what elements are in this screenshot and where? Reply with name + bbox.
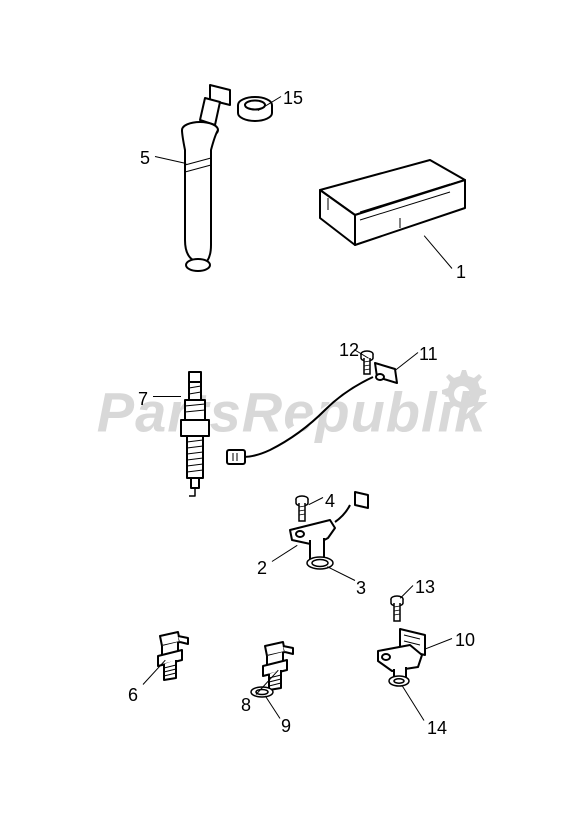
callout-6: 6: [128, 685, 138, 706]
cam-sensor-cable-icon: [225, 355, 405, 475]
ignition-coil-icon: [155, 80, 235, 280]
leader-13: [400, 585, 414, 599]
crank-oring-icon: [305, 555, 335, 573]
map-oring-icon: [388, 675, 410, 689]
callout-8: 8: [241, 695, 251, 716]
callout-9: 9: [281, 716, 291, 737]
callout-2: 2: [257, 558, 267, 579]
spark-plug-icon: [175, 370, 215, 500]
callout-7: 7: [138, 389, 148, 410]
callout-13: 13: [415, 577, 435, 598]
callout-4: 4: [325, 491, 335, 512]
ecu-module-icon: [300, 150, 470, 255]
callout-10: 10: [455, 630, 475, 651]
leader-7: [153, 396, 181, 397]
callout-3: 3: [356, 578, 366, 599]
callout-11: 11: [419, 344, 438, 365]
callout-14: 14: [427, 718, 447, 739]
callout-5: 5: [140, 148, 150, 169]
watermark-gear-icon: [432, 364, 492, 424]
seal-ring-icon: [235, 95, 275, 125]
map-bolt-icon: [390, 595, 405, 625]
diagram-stage: PartsRepublik: [0, 0, 583, 824]
callout-12: 12: [339, 340, 359, 361]
callout-1: 1: [456, 262, 466, 283]
callout-15: 15: [283, 88, 303, 109]
leader-14: [402, 685, 425, 721]
temp-sensor-a-icon: [150, 630, 200, 685]
